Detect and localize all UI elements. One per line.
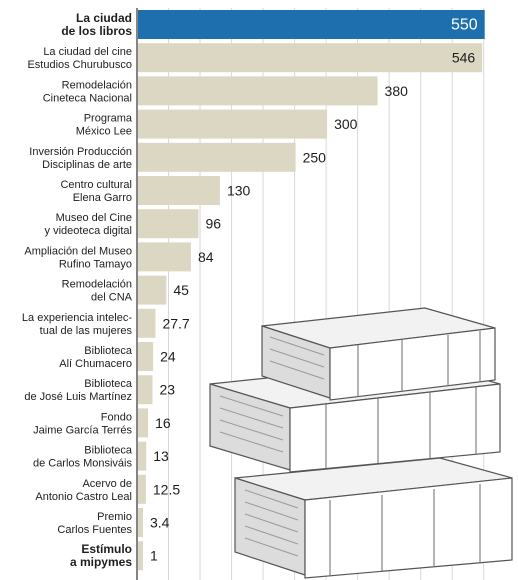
value-label: 130 (227, 183, 251, 199)
bar (138, 43, 483, 73)
value-label: 45 (173, 282, 189, 298)
category-label: Remodelación Cineteca Nacional (43, 79, 132, 104)
category-label: Biblioteca de Carlos Monsiváis (33, 445, 133, 470)
bar (138, 10, 485, 39)
value-label: 3.4 (150, 515, 170, 531)
category-label: Biblioteca de José Luis Martínez (24, 378, 132, 403)
bar (138, 474, 146, 504)
bar (138, 308, 156, 338)
category-label: Fondo Jaime García Terrés (33, 411, 132, 436)
bar (138, 508, 143, 537)
category-labels: La ciudad de los libros La ciudad del cine… (22, 11, 133, 569)
bar (138, 408, 149, 438)
bar (138, 209, 199, 239)
category-label: Estímulo a mipymes (70, 542, 132, 569)
value-label: 546 (452, 50, 476, 66)
bars (138, 10, 485, 571)
category-label: Museo del Cine y videoteca digital (45, 212, 132, 237)
category-label: Premio Carlos Fuentes (57, 511, 132, 536)
bar (138, 342, 154, 371)
value-labels: 550 546 380 300 250 130 96 84 45 27.7 24 23 16 13 12.5… (150, 17, 478, 564)
value-label: 16 (155, 415, 171, 431)
value-label: 380 (385, 83, 409, 99)
category-label: La ciudad del cine Estudios Churubusco (27, 46, 132, 71)
category-label: Biblioteca Alí Chumacero (59, 345, 133, 370)
category-label: La experiencia intelec-tual de las mujer… (22, 312, 133, 337)
bar (138, 142, 296, 172)
value-label: 12.5 (153, 481, 180, 497)
bar (138, 375, 153, 405)
bar (138, 441, 147, 471)
bar (138, 109, 328, 139)
stacked-books-icon (209, 307, 513, 579)
value-label: 250 (303, 149, 327, 165)
bar (138, 76, 378, 106)
value-label: 84 (198, 249, 214, 265)
bar (138, 275, 167, 305)
category-label: Remodelación del CNA (62, 279, 133, 304)
category-label: Ampliación del Museo Rufino Tamayo (24, 245, 132, 270)
value-label: 27.7 (162, 315, 189, 331)
value-label: 1 (150, 548, 158, 564)
bar (138, 242, 191, 272)
value-label: 300 (334, 116, 358, 132)
category-label: La ciudad de los libros (61, 11, 132, 38)
category-label: Inversión Producción Disciplinas de arte (29, 146, 132, 171)
category-label: Programa México Lee (76, 113, 133, 138)
value-label: 96 (206, 216, 222, 232)
value-label: 13 (153, 448, 169, 464)
value-label: 550 (451, 17, 478, 34)
value-label: 24 (160, 349, 176, 365)
bar (138, 176, 220, 205)
value-label: 23 (159, 382, 175, 398)
category-label: Centro cultural Elena Garro (60, 179, 132, 204)
category-label: Acervo de Antonio Castro Leal (35, 478, 132, 503)
bar (138, 541, 143, 571)
